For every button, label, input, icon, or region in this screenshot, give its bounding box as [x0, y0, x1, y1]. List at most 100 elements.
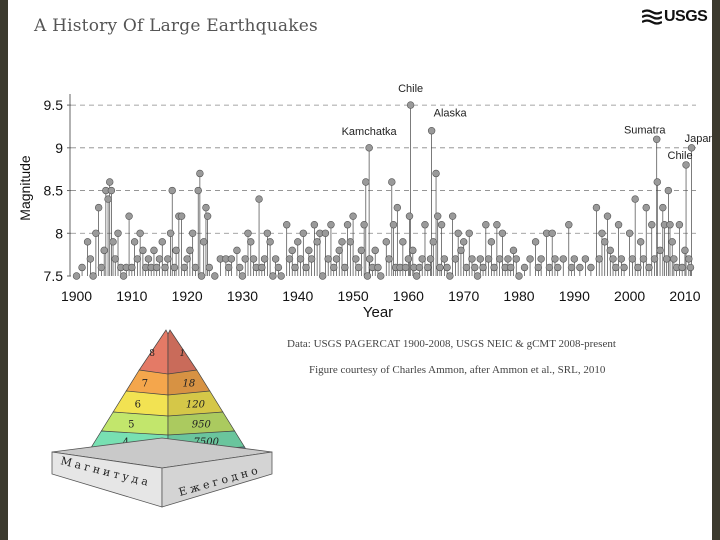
quake-point — [554, 263, 562, 272]
quake-point — [92, 229, 100, 237]
quake-point — [473, 272, 482, 280]
quake-point — [211, 272, 219, 280]
quake-point — [415, 263, 424, 272]
quake-point — [448, 212, 457, 220]
quake-point — [468, 255, 476, 263]
quake-point — [617, 255, 626, 263]
quake-point — [269, 272, 277, 280]
quake-point — [484, 255, 493, 263]
quake-point — [327, 221, 335, 229]
quake-point — [197, 272, 206, 280]
pyramid-magnitude-label: 5 — [128, 420, 134, 431]
quake-point — [653, 178, 661, 186]
y-tick-label: 9.5 — [44, 97, 64, 113]
quake-point — [587, 263, 595, 272]
quake-point — [263, 229, 272, 237]
event-annotation: Japan — [685, 133, 712, 145]
quake-point — [78, 263, 86, 272]
quake-point — [531, 238, 540, 246]
event-annotation: Alaska — [434, 108, 468, 120]
quake-point — [299, 229, 308, 237]
quake-point — [203, 212, 212, 220]
quake-point — [482, 221, 490, 229]
quake-point — [305, 246, 313, 255]
quake-point — [260, 255, 269, 263]
quake-point — [354, 263, 363, 272]
earthquake-frequency-pyramid: 817186120595047500360000<3>500000 Магнит… — [51, 329, 273, 508]
quake-point — [515, 272, 523, 280]
figure-credit-note: Figure courtesy of Charles Ammon, after … — [309, 364, 606, 376]
quake-point — [664, 186, 673, 195]
quake-point — [432, 169, 440, 178]
quake-point — [200, 238, 208, 246]
quake-point — [374, 263, 382, 272]
data-source-note: Data: USGS PAGERCAT 1900-2008, USGS NEIC… — [287, 338, 616, 350]
quake-point — [249, 255, 258, 263]
quake-point — [241, 255, 249, 263]
pyramid-count-label: 1 — [180, 349, 186, 359]
quake-point — [313, 238, 321, 246]
quake-point — [332, 255, 341, 263]
quake-point — [454, 229, 462, 237]
quake-point — [666, 221, 674, 229]
quake-point — [434, 212, 442, 220]
quake-point — [567, 263, 576, 272]
quake-point — [451, 255, 460, 263]
quake-point — [238, 272, 247, 280]
quake-point — [437, 221, 446, 229]
quake-point — [274, 263, 283, 272]
quake-point — [634, 263, 642, 272]
y-tick-label: 7.5 — [44, 268, 64, 284]
y-tick-label: 9 — [55, 140, 63, 156]
quake-point — [125, 212, 133, 220]
quake-point — [365, 144, 373, 152]
quake-point — [104, 195, 112, 203]
quake-point — [620, 263, 628, 272]
page-title: A History Of Large Earthquakes — [34, 16, 318, 36]
x-axis-label: Year — [363, 304, 393, 321]
quake-point — [462, 263, 471, 272]
y-axis-label: Magnitude — [17, 155, 33, 221]
quake-point — [155, 255, 164, 263]
quake-point — [109, 238, 117, 246]
quake-point — [191, 263, 200, 272]
quake-point — [365, 255, 374, 263]
quake-point — [446, 272, 454, 280]
quake-point — [639, 255, 648, 263]
quake-point — [668, 238, 676, 246]
quake-point — [136, 229, 144, 237]
quake-point — [409, 246, 417, 255]
quake-point — [318, 272, 327, 280]
x-tick-label: 1920 — [172, 288, 203, 304]
x-tick-label: 1940 — [282, 288, 313, 304]
quake-point — [490, 263, 498, 272]
quake-point — [291, 263, 299, 272]
quake-point — [119, 272, 128, 280]
quake-point — [412, 272, 421, 280]
quake-point — [534, 263, 543, 272]
quake-point — [493, 221, 501, 229]
quake-point — [650, 255, 659, 263]
quake-point — [504, 255, 512, 263]
quake-point — [158, 238, 166, 246]
quake-point — [341, 263, 349, 272]
quake-point — [681, 246, 689, 255]
quake-point — [114, 229, 122, 237]
quake-point — [352, 255, 360, 263]
quake-point — [405, 212, 414, 220]
quake-point — [559, 255, 567, 263]
quake-point — [94, 203, 103, 212]
quake-point — [686, 263, 695, 272]
slide: A History Of Large Earthquakes USGS 7.5 8… — [8, 0, 712, 540]
x-tick-label: 2000 — [614, 288, 645, 304]
quake-point — [642, 203, 650, 212]
quake-point — [321, 229, 330, 237]
quake-point — [247, 238, 255, 246]
pyramid-magnitude-label: 6 — [135, 400, 141, 411]
quake-point — [687, 144, 696, 152]
quake-point — [551, 255, 559, 263]
quake-point — [601, 238, 609, 246]
quake-point — [429, 238, 437, 246]
quake-point — [598, 229, 606, 237]
quake-point — [424, 263, 432, 272]
